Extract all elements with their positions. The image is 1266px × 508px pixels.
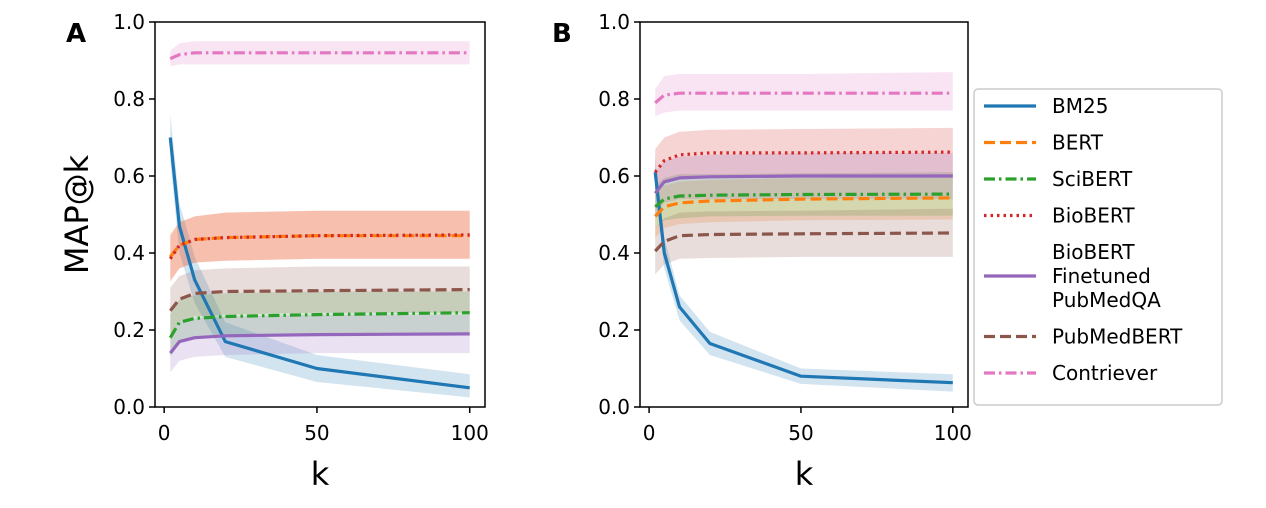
x-axis-label: k [795, 455, 814, 493]
y-axis-label: MAP@k [58, 154, 96, 274]
panel-label: B [552, 19, 572, 49]
series-line-scibert [654, 192, 953, 209]
legend-label: SciBERT [1052, 167, 1133, 191]
y-tick-label: 0.2 [113, 318, 145, 342]
legend-label: Finetuned [1052, 264, 1151, 288]
y-tick-label: 0.8 [113, 87, 145, 111]
confidence-band-pubmedbert [170, 266, 470, 334]
panel-b: 0.0 0.2 0.4 0.6 0.8 1.0 0 50 100 k B [552, 10, 972, 493]
plot-frame [639, 21, 969, 408]
series-line-pubmedbert [654, 231, 953, 253]
series-line-biobert-finetuned-pubmedqa [653, 174, 953, 195]
confidence-band-biobert [655, 127, 953, 196]
legend-label: BioBERT [1052, 204, 1135, 228]
legend-label: BERT [1052, 131, 1104, 155]
x-tick-label: 100 [451, 421, 489, 445]
confidence-band-pubmedbert [655, 208, 953, 275]
y-tick-label: 0.6 [598, 164, 630, 188]
series-line-bert [169, 234, 470, 258]
legend-label: Contriever [1052, 361, 1158, 385]
series-line-biobert [168, 233, 470, 260]
series-line-biobert-finetuned-pubmedqa [169, 332, 470, 355]
panel-a: 0.0 0.2 0.4 0.6 0.8 1.0 0 50 100 k MAP@k A [58, 10, 489, 493]
y-tick-label: 1.0 [598, 10, 630, 34]
confidence-band-bert [170, 210, 470, 280]
legend-label: BM25 [1052, 94, 1108, 118]
confidence-band-biobert [170, 210, 470, 282]
x-tick-label: 50 [788, 421, 813, 445]
y-tick-label: 0.2 [598, 318, 630, 342]
x-tick-label: 0 [158, 421, 171, 445]
confidence-band-biobert-finetuned-pubmedqa [170, 314, 470, 373]
y-tick-label: 0.4 [113, 241, 145, 265]
series-line-biobert [653, 150, 953, 174]
series-line-scibert [168, 311, 470, 339]
series-line-bm25 [168, 137, 470, 390]
confidence-band-bert [655, 176, 953, 238]
confidence-band-scibert [170, 291, 470, 357]
x-axis-label: k [311, 455, 330, 493]
series-line-bm25 [653, 172, 953, 385]
y-tick-label: 0.4 [598, 241, 630, 265]
x-tick-label: 50 [304, 421, 329, 445]
x-tick-label: 0 [643, 421, 656, 445]
legend-label: PubMedBERT [1052, 325, 1183, 349]
series-line-pubmedbert [169, 288, 470, 312]
legend-label: BioBERT [1052, 240, 1135, 264]
y-tick-label: 1.0 [113, 10, 145, 34]
legend-box [973, 88, 1223, 406]
x-tick-label: 100 [934, 421, 972, 445]
panel-label: A [66, 19, 86, 49]
series-line-contriever [654, 91, 953, 105]
plot-frame [154, 21, 486, 408]
y-tick-label: 0.6 [113, 164, 145, 188]
legend: BM25BERTSciBERTBioBERTBioBERTFinetunedPu… [973, 88, 1223, 406]
y-tick-label: 0.0 [113, 395, 145, 419]
y-tick-label: 0.0 [598, 395, 630, 419]
series-line-contriever [169, 51, 470, 61]
legend-label: PubMedQA [1052, 288, 1161, 312]
y-tick-label: 0.8 [598, 87, 630, 111]
